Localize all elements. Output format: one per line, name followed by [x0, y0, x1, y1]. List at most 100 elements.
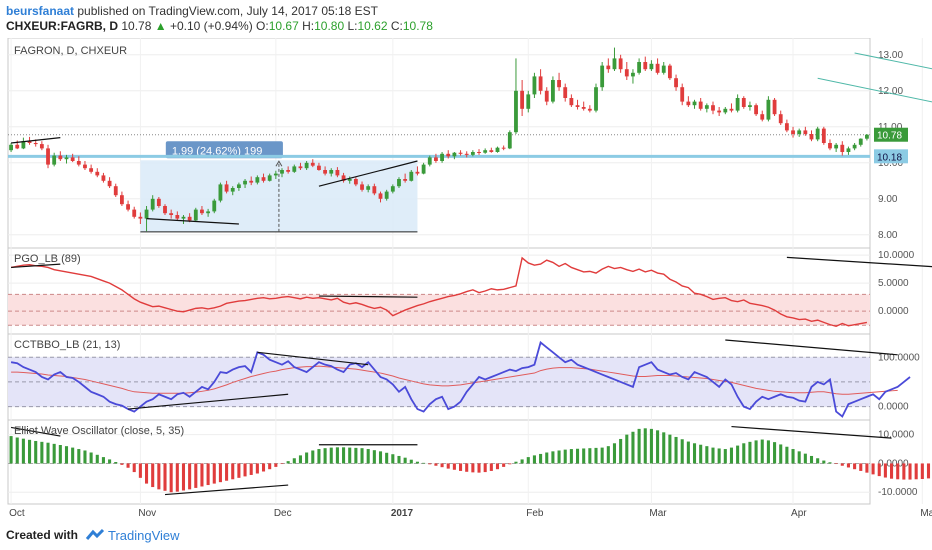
candle-body — [815, 128, 820, 140]
candle-body — [760, 114, 765, 120]
pane-title: PGO_LB (89) — [14, 253, 81, 265]
tradingview-brand[interactable]: TradingView — [108, 528, 180, 543]
candle-body — [113, 186, 118, 196]
candle-body — [378, 193, 383, 199]
trend-line — [257, 351, 369, 366]
candle-body — [280, 170, 284, 174]
candle-body — [532, 76, 537, 95]
pgo-line — [10, 256, 868, 328]
level-badge — [874, 149, 908, 164]
candle-body — [150, 198, 155, 210]
candle-body — [409, 171, 414, 181]
candle-body — [39, 144, 44, 149]
candle-body — [89, 168, 94, 172]
candle-body — [686, 101, 691, 106]
low-value: 10.62 — [357, 19, 388, 33]
candle-body — [169, 213, 174, 215]
candle-body — [828, 143, 832, 149]
candle-body — [200, 209, 204, 214]
candle-body — [95, 171, 100, 176]
candle-body — [175, 215, 180, 219]
trend-line — [146, 218, 239, 225]
close-label: C: — [390, 19, 403, 33]
pane-frame — [7, 419, 871, 505]
candle-body — [181, 216, 186, 219]
x-tick-label: Oct — [9, 508, 25, 519]
pane-frame — [7, 38, 871, 249]
candle-body — [489, 150, 494, 152]
candle-body — [458, 152, 463, 154]
trend-line — [11, 137, 61, 144]
candle-body — [501, 147, 506, 149]
trend-line — [11, 263, 61, 269]
x-tick-label: Feb — [526, 508, 544, 519]
candle-body — [15, 144, 20, 149]
ohlc-line: CHXEUR:FAGRB, D 10.78 ▲ +0.10 (+0.94%) O… — [6, 19, 433, 33]
candle-body — [784, 123, 789, 131]
candle-body — [267, 175, 272, 181]
candle-body — [243, 180, 247, 185]
candle-body — [587, 108, 592, 111]
candle-body — [631, 72, 635, 77]
close-value: 10.78 — [402, 19, 433, 33]
candle-body — [138, 216, 143, 219]
candle-body — [483, 150, 488, 153]
measure-label: 1.99 (24.62%) 199 — [172, 145, 263, 157]
symbol-label: CHXEUR:FAGRB, D — [6, 19, 119, 33]
candle-body — [286, 170, 291, 172]
candle-body — [717, 110, 722, 113]
channel-upper-line — [854, 52, 932, 70]
candle-body — [748, 105, 752, 107]
candle-body — [193, 209, 198, 221]
candle-body — [741, 98, 746, 107]
candle-body — [452, 152, 457, 157]
low-label: L: — [347, 19, 358, 33]
tradingview-cloud-icon — [85, 528, 105, 540]
candle-body — [514, 90, 518, 133]
candle-body — [9, 144, 13, 151]
candle-body — [803, 130, 808, 134]
y-tick-label: 8.00 — [878, 230, 898, 241]
x-tick-label: Dec — [274, 508, 292, 519]
publish-line: beursfanaat published on TradingView.com… — [6, 4, 378, 18]
candle-body — [273, 173, 278, 176]
candle-body — [791, 130, 795, 134]
candle-body — [840, 144, 845, 152]
candle-body — [224, 184, 229, 192]
y-tick-label: 9.00 — [878, 194, 898, 205]
candle-body — [27, 141, 32, 143]
channel-lower-line — [817, 77, 932, 103]
candle-body — [624, 69, 629, 77]
candle-body — [212, 200, 217, 212]
username-link[interactable]: beursfanaat — [6, 4, 75, 18]
candle-body — [317, 165, 321, 170]
candle-body — [470, 152, 475, 155]
candle-body — [680, 87, 685, 102]
candle-body — [46, 148, 50, 165]
level-label: 10.18 — [877, 152, 902, 163]
y-tick-label: 11.00 — [878, 122, 903, 133]
candle-body — [341, 175, 346, 181]
candle-body — [520, 90, 525, 109]
candle-body — [323, 170, 328, 174]
y-tick-label: 13.00 — [878, 50, 903, 61]
y-tick-label: 10.0000 — [878, 430, 915, 441]
candle-body — [58, 155, 63, 160]
chart-area[interactable]: 8.009.0010.0011.0012.0013.000.00005.0000… — [0, 38, 932, 522]
y-tick-label: -10.0000 — [878, 487, 918, 498]
created-with-text: Created with — [6, 528, 79, 542]
candle-body — [236, 184, 241, 188]
candle-body — [643, 62, 648, 70]
candle-body — [119, 195, 124, 205]
candle-body — [507, 132, 512, 149]
candle-body — [446, 153, 451, 157]
trend-line — [786, 256, 932, 268]
y-tick-label: 100.0000 — [878, 352, 920, 363]
pane-title: FAGRON, D, CHXEUR — [14, 45, 127, 57]
candle-body — [544, 90, 549, 102]
candle-body — [723, 108, 728, 113]
y-tick-label: 12.00 — [878, 86, 903, 97]
candle-body — [21, 141, 26, 149]
candle-body — [772, 99, 777, 115]
candle-body — [526, 94, 531, 109]
